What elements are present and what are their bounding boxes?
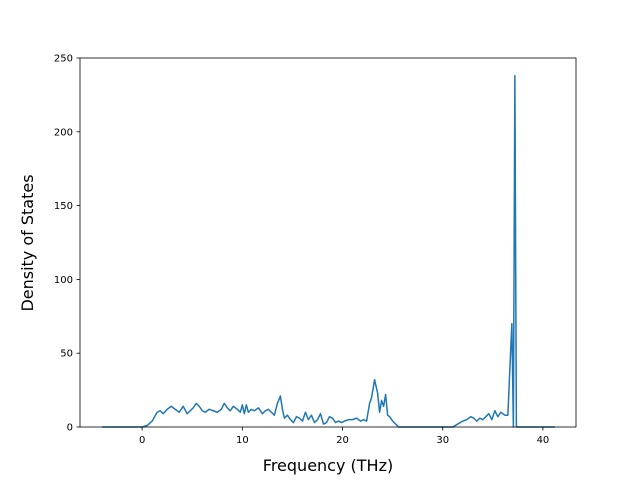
- y-tick-label: 150: [54, 201, 73, 212]
- x-axis-ticks: 0 10 20 30 40: [139, 427, 549, 446]
- dos-series-line: [102, 74, 555, 428]
- y-tick-label: 200: [54, 127, 73, 138]
- y-tick-label: 0: [67, 423, 73, 434]
- y-axis-ticks: 0 50 100 150 200 250: [54, 54, 80, 434]
- x-tick-label: 40: [537, 435, 550, 446]
- axes-frame: [79, 57, 577, 428]
- x-axis-label: Frequency (THz): [263, 456, 393, 475]
- y-tick-label: 100: [54, 275, 73, 286]
- y-tick-label: 250: [54, 54, 73, 65]
- y-axis-label: Density of States: [18, 174, 37, 311]
- x-tick-label: 10: [236, 435, 249, 446]
- y-tick-label: 50: [60, 349, 73, 360]
- x-tick-label: 30: [436, 435, 449, 446]
- x-tick-label: 20: [336, 435, 349, 446]
- plot-area: [79, 57, 577, 428]
- x-tick-label: 0: [139, 435, 145, 446]
